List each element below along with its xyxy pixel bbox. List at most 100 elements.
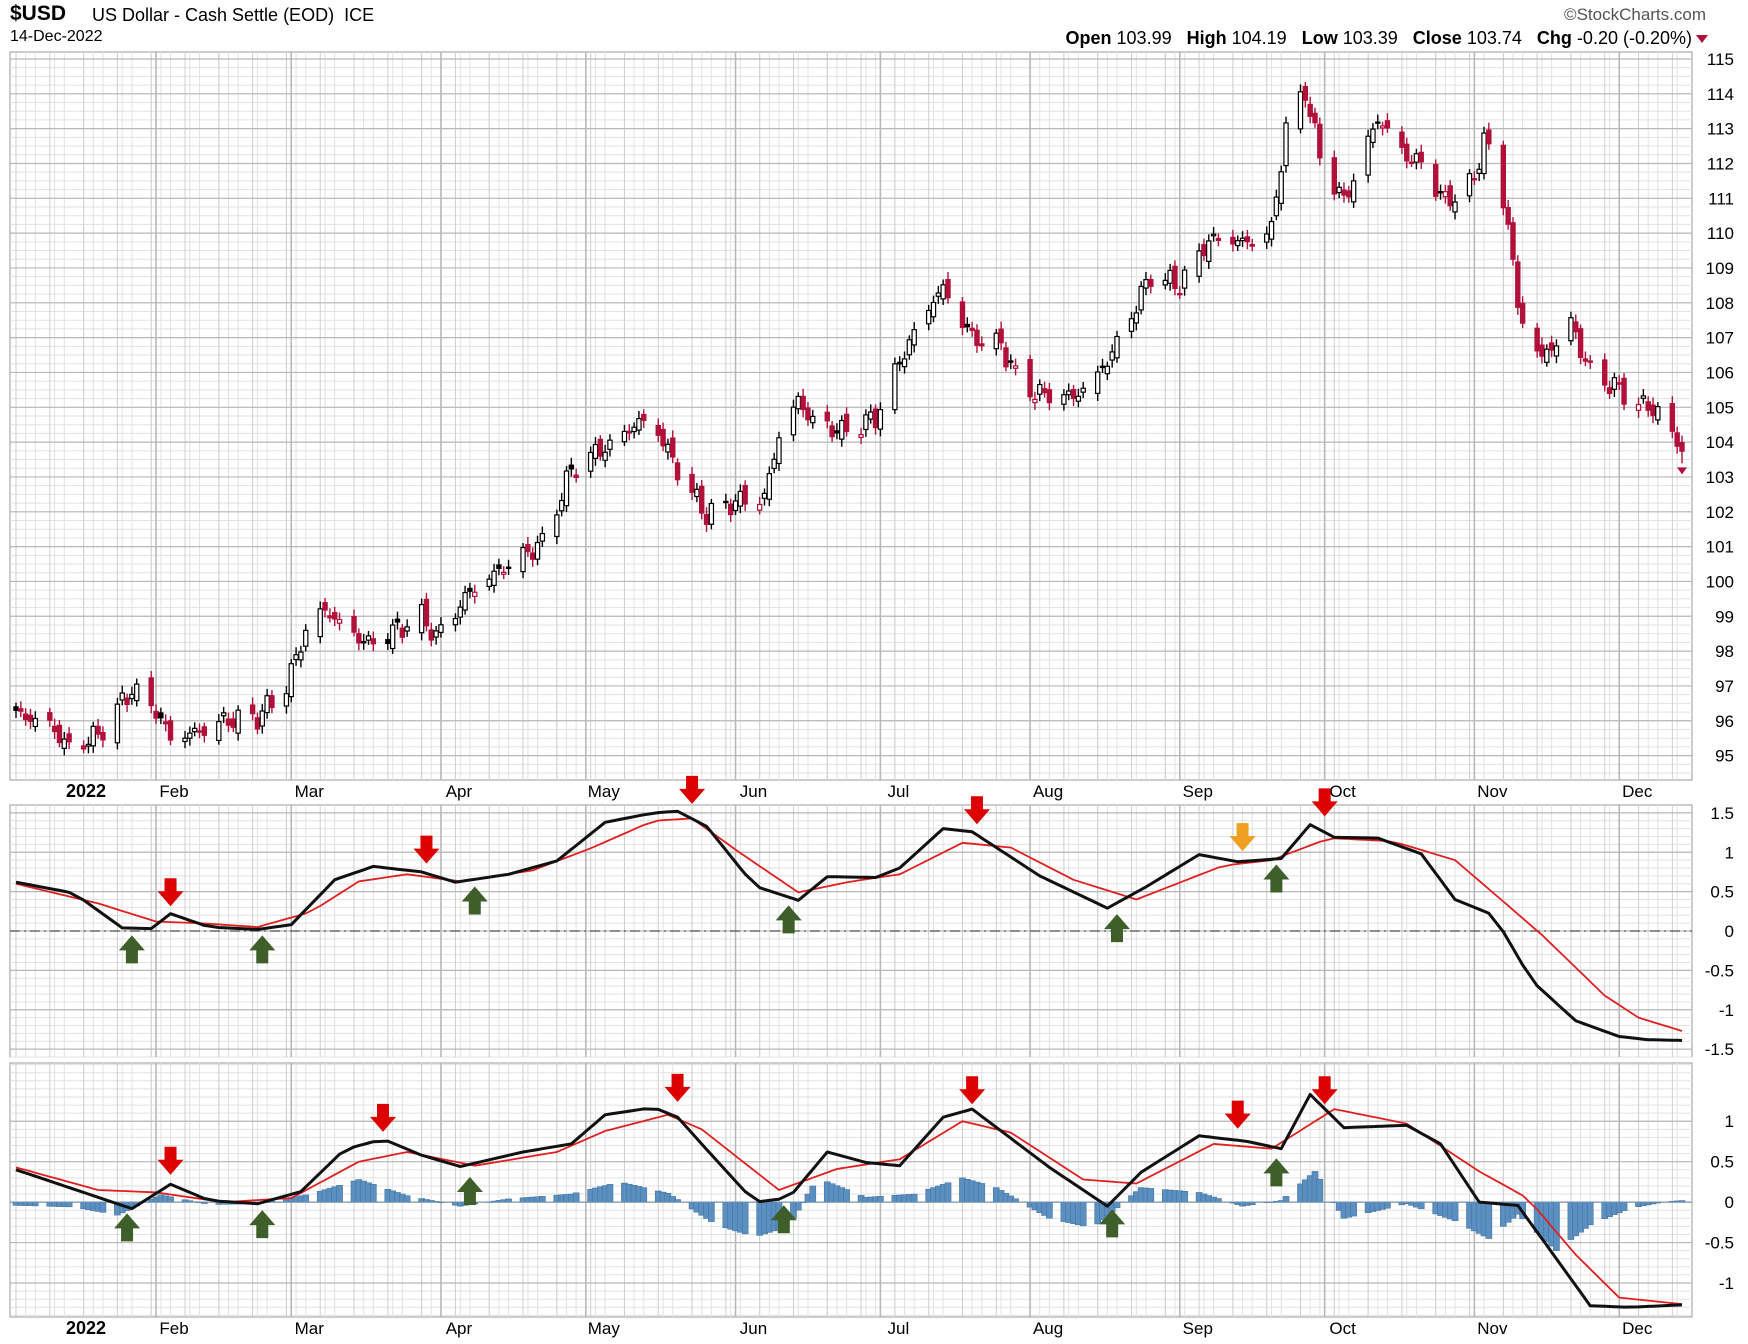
candle-body <box>1510 222 1516 260</box>
candle-body <box>1244 236 1251 243</box>
candle-body <box>1133 312 1140 324</box>
candle-body <box>1230 236 1236 245</box>
candle-body <box>293 654 299 661</box>
candle-body <box>129 693 135 700</box>
candle-body <box>829 425 835 438</box>
candle-body <box>1365 135 1371 176</box>
histogram-bar <box>1282 1196 1290 1203</box>
candle-body <box>868 411 874 420</box>
buy-arrow-icon <box>1263 864 1290 893</box>
y-tick-label: 107 <box>1706 329 1734 348</box>
candle-body <box>597 438 604 457</box>
x-label-month: Jul <box>888 1319 910 1338</box>
x-label-month: Feb <box>159 1319 188 1338</box>
candle-body <box>1177 292 1183 296</box>
candle-body <box>1317 123 1323 159</box>
y-tick-label: 0 <box>1725 922 1734 941</box>
candle-body <box>201 726 208 736</box>
sell-arrow-icon <box>157 1146 184 1175</box>
sell-arrow-icon <box>1224 1100 1251 1129</box>
candle-body <box>906 339 913 356</box>
histogram-bar <box>1147 1188 1155 1203</box>
candle-body <box>563 470 570 507</box>
x-label-month: Mar <box>295 782 325 801</box>
histogram-bar <box>1417 1201 1425 1210</box>
candle-body <box>472 591 478 598</box>
candle-body <box>940 284 946 300</box>
candle-body <box>1346 190 1352 198</box>
candle-body <box>1370 128 1376 144</box>
histogram-bar <box>843 1189 850 1203</box>
histogram-bar <box>1316 1178 1324 1203</box>
candle-body <box>124 697 130 706</box>
candle-body <box>1379 125 1386 129</box>
candle-body <box>897 361 903 365</box>
candle-body <box>1452 201 1458 213</box>
copyright[interactable]: ©StockCharts.com <box>1564 5 1706 24</box>
candle-body <box>1577 328 1584 359</box>
candle-body <box>689 473 695 493</box>
candle-body <box>776 437 782 465</box>
candle-body <box>824 411 830 422</box>
candle-body <box>529 552 536 560</box>
candle-body <box>655 424 661 436</box>
y-tick-label: 101 <box>1706 538 1734 557</box>
y-tick-label: 109 <box>1706 259 1734 278</box>
candle-body <box>568 464 575 470</box>
candle-body <box>554 514 560 538</box>
candle-body <box>602 451 608 461</box>
candle-body <box>1606 387 1613 394</box>
candle-body <box>66 733 72 743</box>
candle-body <box>573 474 579 479</box>
candle-body <box>1471 178 1478 181</box>
candle-body <box>298 651 304 661</box>
candle-body <box>1215 237 1222 242</box>
y-tick-label: 105 <box>1706 398 1734 417</box>
candle-body <box>418 603 425 634</box>
candle-body <box>1003 347 1009 368</box>
candle-body <box>930 301 937 318</box>
candle-body <box>1075 395 1082 402</box>
candle-body <box>1268 220 1275 240</box>
histogram-bar <box>32 1201 39 1207</box>
chg-value: -0.20 (-0.20%) <box>1576 28 1692 48</box>
histogram-bar <box>1215 1198 1222 1203</box>
candle-body <box>732 500 739 512</box>
candle-body <box>1548 342 1555 351</box>
candle-body <box>795 395 801 410</box>
candles <box>13 82 1685 756</box>
y-tick-label: 113 <box>1707 120 1734 139</box>
candle-body <box>1162 279 1169 286</box>
candle-body <box>1616 382 1622 385</box>
y-tick-label: -1.5 <box>1705 1040 1734 1059</box>
buy-arrow-icon <box>1104 914 1131 943</box>
candle-body <box>1476 168 1482 174</box>
histogram-bar <box>708 1201 715 1222</box>
indicator-2-signal-line <box>15 1108 1683 1305</box>
x-axis-bottom: 2022 Feb Mar Apr May Jun Jul Aug Sep Oct Nov Dec <box>66 1318 1653 1338</box>
y-tick-label: 106 <box>1706 363 1734 382</box>
candle-body <box>703 513 710 525</box>
candle-body <box>727 503 734 516</box>
candle-body <box>1037 383 1043 395</box>
candle-body <box>621 430 628 443</box>
candle-body <box>114 703 121 744</box>
candle-body <box>1167 269 1173 284</box>
candle-body <box>158 712 164 719</box>
y-tick-label: 112 <box>1707 154 1734 173</box>
x-label-month: Apr <box>446 1319 473 1338</box>
x-label-month: May <box>588 782 621 801</box>
candle-body <box>607 439 613 450</box>
candle-body <box>1413 153 1420 163</box>
candle-body <box>1143 279 1149 289</box>
candle-body <box>1408 161 1415 165</box>
candle-body <box>1481 132 1487 175</box>
x-label-month: Sep <box>1183 782 1213 801</box>
candle-body <box>264 695 270 714</box>
candle-body <box>665 443 671 453</box>
histogram-bar <box>1046 1201 1053 1219</box>
candle-body <box>303 629 309 647</box>
x-label-month: Nov <box>1477 1319 1508 1338</box>
candle-body <box>945 279 951 299</box>
